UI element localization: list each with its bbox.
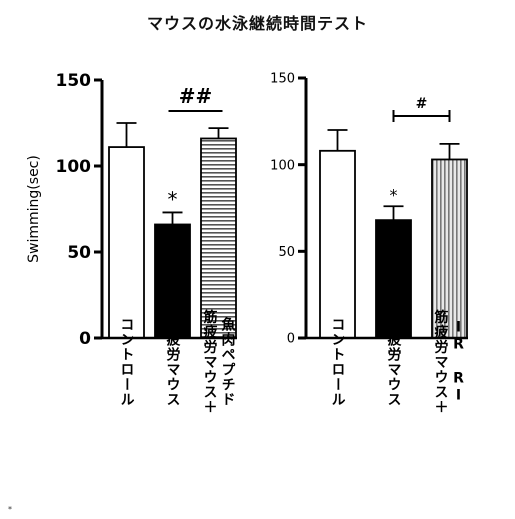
y-tick-label: 100 xyxy=(56,157,92,177)
y-tick-label: 0 xyxy=(287,332,295,347)
y-tick-label: 0 xyxy=(79,329,91,349)
bar-1 xyxy=(319,149,356,339)
category-label-3: 筋疲労マウス＋ xyxy=(202,309,218,415)
category-label-2: 筋疲労マウス xyxy=(386,316,402,407)
chart-panel-2: 0 50 100 150 コントロール * 筋疲労マウス 筋疲労マウス＋ IR RI # xyxy=(270,72,468,415)
chart-panel-1: 0 50 100 150 Swimming(sec) コントロール * 筋疲労マウス 筋疲労マウ… xyxy=(26,71,237,415)
significance-star: * xyxy=(390,185,398,204)
significance-star: * xyxy=(168,187,178,211)
significance-label: ## xyxy=(179,84,213,108)
bar-3 xyxy=(200,137,237,339)
chart-title: マウスの水泳継続時間テスト xyxy=(146,14,368,33)
category-label-1: コントロール xyxy=(119,317,135,407)
y-tick-label: 150 xyxy=(56,71,92,91)
category-label-3: 魚肉ペプチド xyxy=(220,316,236,407)
y-tick-label: 150 xyxy=(270,72,295,87)
footnote-mark: * xyxy=(8,505,12,514)
y-tick-label: 50 xyxy=(278,245,295,260)
category-label-3: 筋疲労マウス＋ xyxy=(433,309,449,415)
bar-1 xyxy=(108,146,145,339)
significance-label: # xyxy=(416,96,428,112)
category-label-1: コントロール xyxy=(330,317,346,407)
y-tick-label: 100 xyxy=(270,158,295,173)
y-axis-label: Swimming(sec) xyxy=(26,155,42,263)
category-label-3: IR RI xyxy=(451,320,467,405)
category-label-2: 筋疲労マウス xyxy=(165,316,181,407)
y-tick-label: 50 xyxy=(67,243,91,263)
